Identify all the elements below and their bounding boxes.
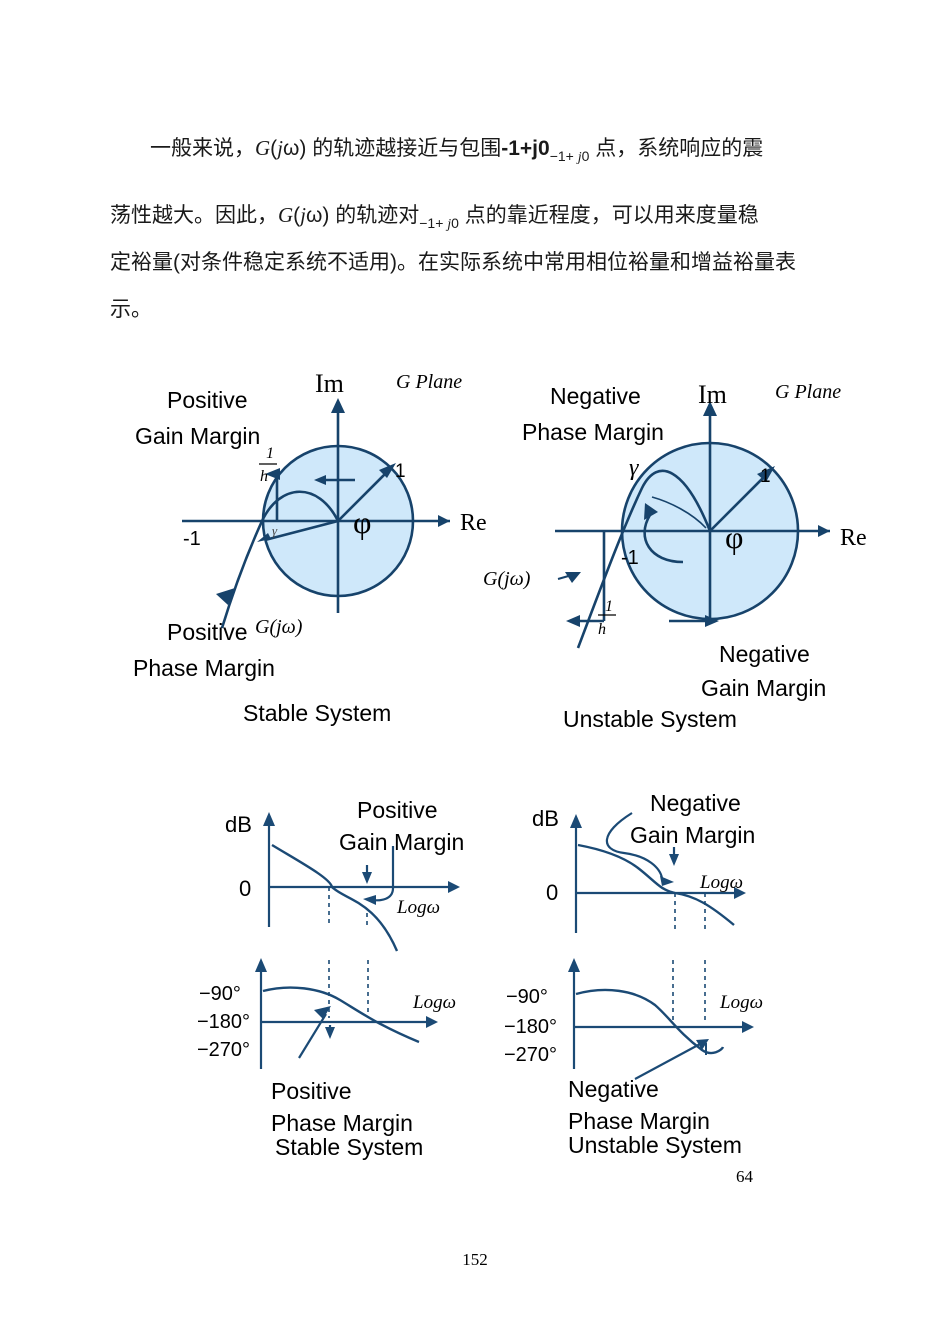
svg-text:−90°: −90° <box>199 983 241 1005</box>
svg-text:Logω: Logω <box>699 872 743 893</box>
svg-text:Logω: Logω <box>412 992 456 1013</box>
svg-text:0: 0 <box>546 880 558 905</box>
svg-text:−270°: −270° <box>197 1039 250 1061</box>
svg-text:dB: dB <box>225 812 252 837</box>
svg-text:−180°: −180° <box>504 1016 557 1038</box>
svg-text:Logω: Logω <box>396 897 440 918</box>
svg-text:−270°: −270° <box>504 1044 557 1066</box>
svg-text:−180°: −180° <box>197 1011 250 1033</box>
svg-text:−90°: −90° <box>506 986 548 1008</box>
svg-text:0: 0 <box>239 876 251 901</box>
svg-text:Logω: Logω <box>719 992 763 1013</box>
